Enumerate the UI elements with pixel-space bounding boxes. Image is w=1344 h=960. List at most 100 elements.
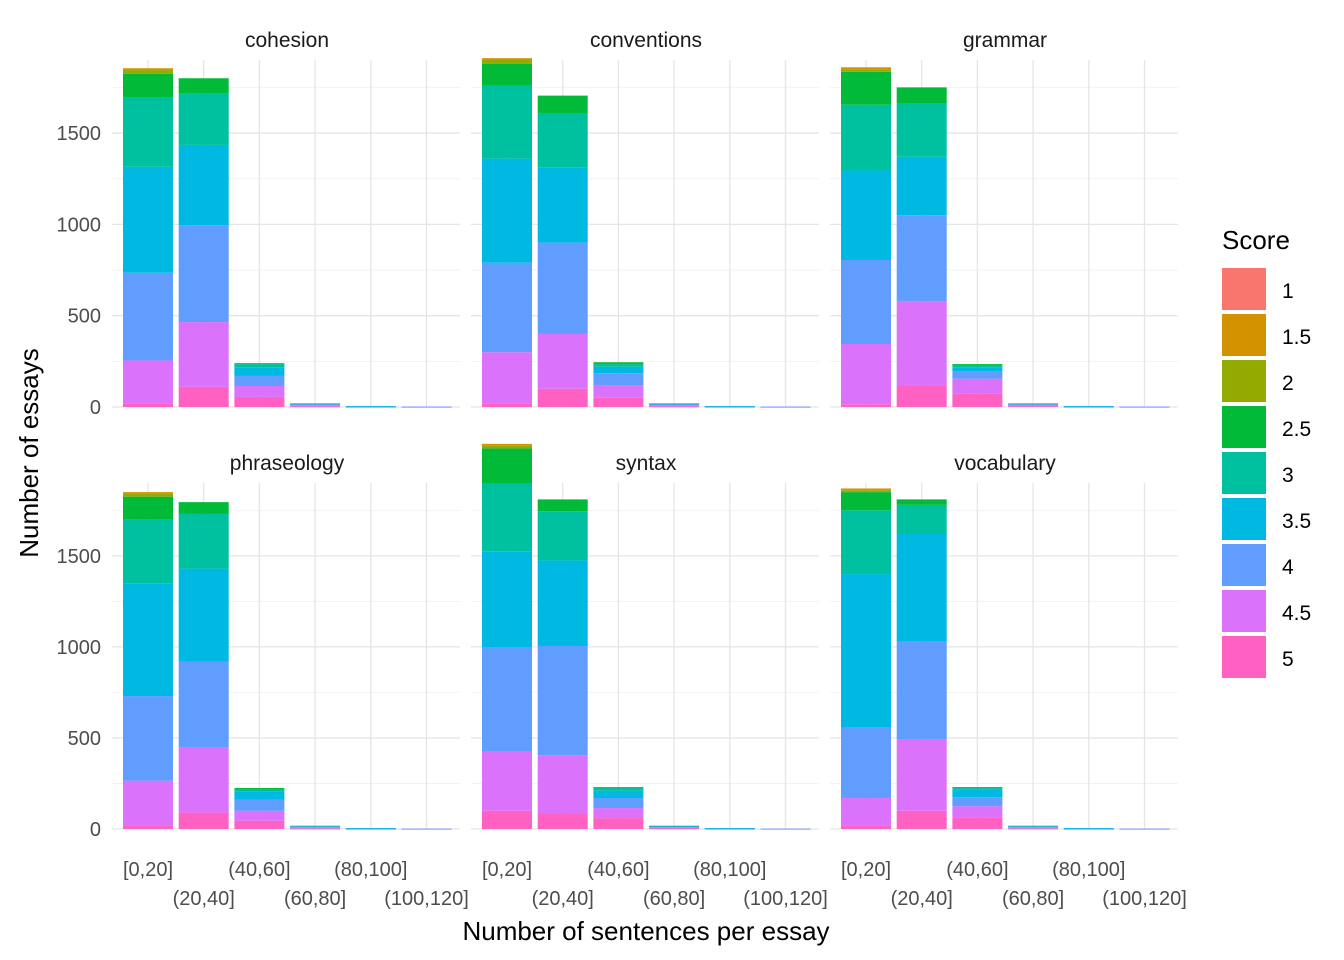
x-tick-label: (40,60]: [228, 859, 290, 881]
bar-stack-3: [290, 825, 341, 830]
bar-stack-0: [841, 67, 891, 407]
bar-segment: [123, 696, 173, 781]
bar-stack-3: [1008, 403, 1059, 407]
bar-stack-2: [234, 788, 285, 829]
bar-segment: [290, 405, 341, 407]
bar-stack-2: [593, 787, 644, 829]
bar-segment: [1008, 827, 1059, 829]
bar-segment: [1119, 406, 1170, 408]
bar-segment: [952, 364, 1003, 368]
bar-segment: [123, 73, 173, 98]
x-tick-label: (100,120]: [1102, 888, 1187, 910]
bar-stack-5: [1119, 406, 1170, 408]
bar-segment: [234, 367, 285, 376]
bar-segment: [896, 103, 947, 157]
legend-item: 4: [1222, 544, 1294, 586]
legend-item: 5: [1222, 636, 1294, 678]
bar-stack-1: [178, 78, 229, 407]
bar-segment: [123, 780, 173, 826]
bar-segment: [123, 492, 173, 494]
bar-stack-3: [649, 403, 700, 408]
x-tick-label: (40,60]: [946, 859, 1008, 881]
legend-swatch: [1222, 406, 1266, 448]
bar-segment: [760, 828, 811, 830]
bar-segment: [896, 810, 947, 829]
bar-segment: [1008, 404, 1059, 407]
bar-segment: [841, 574, 891, 728]
bar-stack-4: [345, 828, 396, 830]
bar-segment: [896, 215, 947, 302]
bar-segment: [537, 499, 588, 512]
bar-segment: [649, 405, 700, 407]
facet-panel-phraseology: phraseology: [112, 452, 460, 830]
bar-segment: [841, 825, 891, 829]
bar-segment: [952, 378, 1003, 394]
bar-segment: [896, 87, 947, 104]
bar-segment: [234, 363, 285, 365]
facet-panel-syntax: syntax: [471, 443, 819, 830]
bar-segment: [482, 448, 532, 483]
bar-stack-0: [841, 488, 891, 829]
legend-label: 2: [1282, 372, 1294, 395]
facet-title: conventions: [590, 29, 702, 52]
y-tick-label: 1500: [57, 546, 102, 568]
x-tick-label: (80,100]: [1052, 859, 1125, 881]
bar-segment: [537, 167, 588, 243]
bar-stack-1: [537, 95, 588, 407]
bar-segment: [952, 789, 1003, 798]
bar-stack-3: [1008, 825, 1059, 830]
bar-segment: [290, 827, 341, 829]
bar-segment: [234, 799, 285, 811]
bar-segment: [760, 406, 811, 408]
y-axis-title: Number of essays: [14, 348, 44, 558]
bar-segment: [1008, 825, 1059, 827]
bar-stack-0: [482, 443, 532, 829]
bar-segment: [234, 789, 285, 792]
bar-segment: [649, 826, 700, 828]
bar-segment: [234, 810, 285, 821]
bar-segment: [178, 812, 229, 829]
bar-segment: [482, 352, 532, 404]
legend-swatch: [1222, 314, 1266, 356]
bar-segment: [841, 490, 891, 493]
bar-segment: [593, 366, 644, 374]
bar-stack-1: [537, 499, 588, 829]
bar-segment: [841, 69, 891, 72]
bar-segment: [841, 67, 891, 70]
legend-item: 3.5: [1222, 498, 1311, 540]
facet-title: phraseology: [230, 452, 345, 475]
bar-segment: [482, 751, 532, 811]
bar-segment: [841, 343, 891, 405]
facet-panels: cohesion conventions grammar phraseology syn…: [112, 29, 1178, 830]
bar-segment: [1008, 403, 1059, 405]
bar-segment: [178, 144, 229, 226]
bar-segment: [345, 828, 396, 829]
legend-item: 2: [1222, 360, 1294, 402]
x-tick-label: (100,120]: [743, 888, 828, 910]
bar-segment: [178, 386, 229, 407]
y-tick-label: 0: [90, 819, 101, 841]
bar-stack-5: [760, 406, 811, 408]
bar-stack-3: [290, 403, 341, 408]
bar-segment: [952, 817, 1003, 829]
x-tick-label: [0,20]: [482, 859, 532, 881]
bar-segment: [123, 825, 173, 829]
bar-segment: [537, 388, 588, 407]
y-tick-label: 1500: [57, 123, 102, 145]
bar-segment: [896, 301, 947, 386]
bar-segment: [537, 645, 588, 756]
bar-segment: [1008, 828, 1059, 830]
facet-title: vocabulary: [954, 452, 1056, 475]
bar-segment: [537, 112, 588, 168]
bar-segment: [290, 404, 341, 406]
bar-segment: [290, 825, 341, 827]
bar-segment: [593, 790, 644, 799]
bar-segment: [1008, 406, 1059, 407]
bar-segment: [593, 818, 644, 829]
x-axis-title: Number of sentences per essay: [462, 916, 829, 946]
y-tick-label: 1000: [57, 214, 102, 236]
bar-segment: [537, 95, 588, 113]
bar-segment: [537, 813, 588, 829]
bar-segment: [896, 385, 947, 407]
legend-item: 1.5: [1222, 314, 1311, 356]
